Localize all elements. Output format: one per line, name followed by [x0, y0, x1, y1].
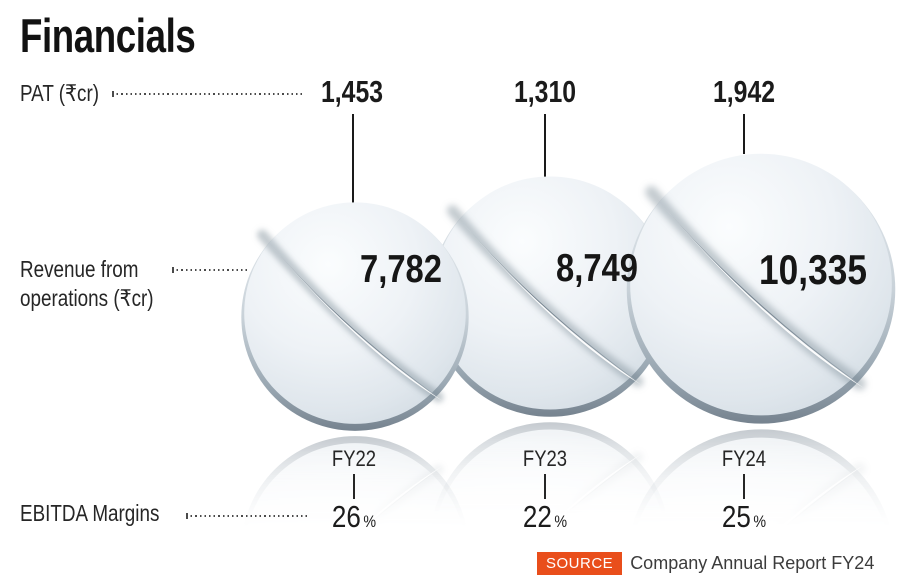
pat-connector-line-fy24: [743, 114, 745, 154]
pat-value-fy23: 1,310: [513, 74, 577, 109]
revenue-row-label-line1: Revenue from: [20, 256, 139, 282]
pat-leader-dotted-line: [112, 91, 304, 97]
source-text: Company Annual Report FY24: [630, 553, 875, 573]
percent-sign: %: [363, 512, 377, 531]
pat-value-fy24: 1,942: [712, 74, 776, 109]
revenue-value-fy24: 10,335: [759, 246, 867, 293]
ebitda-row-label: EBITDA Margins: [20, 500, 160, 526]
revenue-leader-dotted-line: [172, 267, 250, 273]
page-title: Financials: [20, 9, 196, 62]
ebitda-tick-fy22: [353, 474, 355, 499]
percent-sign: %: [554, 512, 568, 531]
pat-connector-line-fy22: [352, 114, 354, 206]
source-line: SOURCE Company Annual Report FY24: [537, 552, 874, 575]
revenue-value-fy23: 8,749: [556, 247, 638, 290]
revenue-row-label: Revenue from operations (₹cr): [20, 255, 154, 313]
category-label-fy24: FY24: [721, 446, 767, 471]
source-badge: SOURCE: [537, 552, 623, 575]
pill-fy22: [239, 200, 471, 432]
ebitda-number-fy24: 25: [721, 499, 751, 534]
pat-connector-line-fy23: [544, 114, 546, 180]
pat-value-fy22: 1,453: [320, 74, 384, 109]
category-label-fy23: FY23: [522, 446, 568, 471]
ebitda-tick-fy24: [743, 474, 745, 499]
ebitda-leader-dotted-line: [186, 513, 310, 519]
ebitda-value-fy22: 26%: [332, 499, 376, 535]
ebitda-number-fy23: 22: [522, 499, 552, 534]
category-label-fy22: FY22: [331, 446, 377, 471]
ebitda-number-fy22: 26: [331, 499, 361, 534]
pat-row-label: PAT (₹cr): [20, 80, 100, 106]
revenue-row-label-line2: operations (₹cr): [20, 285, 154, 311]
ebitda-value-fy23: 22%: [523, 499, 567, 535]
revenue-value-fy22: 7,782: [360, 248, 442, 291]
percent-sign: %: [753, 512, 767, 531]
ebitda-tick-fy23: [544, 474, 546, 499]
ebitda-value-fy24: 25%: [722, 499, 766, 535]
